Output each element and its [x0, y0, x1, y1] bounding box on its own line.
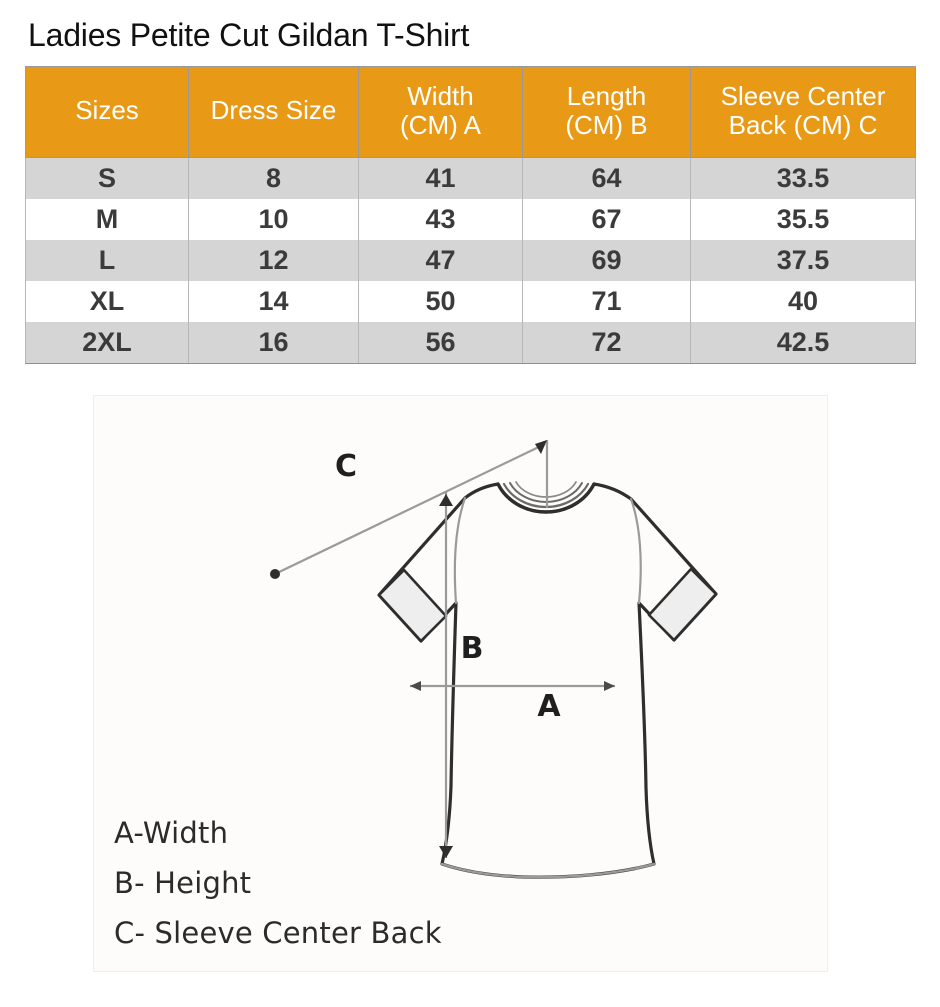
- measure-a-arrow: [410, 681, 615, 691]
- column-header-length-line1: Length: [566, 80, 647, 111]
- measurement-legend: A-Width B- Height C- Sleeve Center Back: [114, 808, 534, 958]
- right-armhole-seam: [629, 497, 642, 605]
- page-title: Ladies Petite Cut Gildan T-Shirt: [28, 17, 470, 53]
- cell-dress-size: 14: [188, 281, 359, 322]
- cell-sleeve-center-back: 42.5: [690, 322, 916, 364]
- measure-b-arrow: [439, 491, 453, 858]
- left-sleeve-cuff: [377, 568, 448, 643]
- right-sleeve-cuff: [647, 567, 718, 642]
- column-header-width-line1: Width: [407, 80, 474, 111]
- size-chart-table: Sizes Dress Size Width (CM) A Length (CM…: [25, 66, 916, 364]
- cell-width: 43: [358, 199, 523, 240]
- column-header-sizes: Sizes: [25, 66, 189, 158]
- measure-b-label: B: [461, 631, 484, 666]
- cell-sleeve-center-back: 33.5: [690, 157, 916, 199]
- cell-sleeve-center-back: 40: [690, 281, 916, 322]
- measure-c-arrowhead: [535, 440, 547, 454]
- size-chart-table-container: Sizes Dress Size Width (CM) A Length (CM…: [25, 66, 916, 364]
- cell-sleeve-center-back: 35.5: [690, 199, 916, 240]
- cell-sleeve-center-back: 37.5: [690, 240, 916, 281]
- table-row: 2XL 16 56 72 42.5: [25, 322, 916, 364]
- cell-size: L: [25, 240, 189, 281]
- column-header-width: Width (CM) A: [358, 66, 523, 158]
- cell-width: 41: [358, 157, 523, 199]
- measure-a-label: A: [537, 689, 561, 724]
- table-row: M 10 43 67 35.5: [25, 199, 916, 240]
- cell-length: 71: [522, 281, 691, 322]
- legend-item-c: C- Sleeve Center Back: [114, 916, 442, 950]
- column-header-sleeve-center-back: Sleeve Center Back (CM) C: [690, 66, 916, 158]
- tshirt-illustration-icon: [377, 481, 718, 879]
- measure-a-arrowhead-left: [410, 681, 421, 691]
- cell-dress-size: 8: [188, 157, 359, 199]
- cell-length: 72: [522, 322, 691, 364]
- column-header-width-line2: (CM) A: [400, 110, 481, 140]
- tshirt-measurement-diagram: A B C: [270, 440, 718, 879]
- bottom-hem-line: [440, 862, 656, 879]
- cell-dress-size: 12: [188, 240, 359, 281]
- measure-c-origin-dot: [270, 569, 280, 579]
- table-row: L 12 47 69 37.5: [25, 240, 916, 281]
- cell-dress-size: 16: [188, 322, 359, 364]
- cell-width: 50: [358, 281, 523, 322]
- left-armhole-seam: [453, 496, 467, 605]
- cell-width: 56: [358, 322, 523, 364]
- column-header-length: Length (CM) B: [522, 66, 691, 158]
- column-header-sleeve-line2: Back (CM) C: [728, 110, 878, 140]
- measure-a-arrowhead-right: [604, 681, 615, 691]
- cell-size: 2XL: [25, 322, 189, 364]
- column-header-dress-size: Dress Size: [188, 66, 359, 158]
- cell-size: M: [25, 199, 189, 240]
- column-header-sizes-line1: Sizes: [75, 95, 139, 126]
- cell-dress-size: 10: [188, 199, 359, 240]
- table-header-row: Sizes Dress Size Width (CM) A Length (CM…: [25, 66, 916, 158]
- cell-length: 64: [522, 157, 691, 199]
- cell-length: 67: [522, 199, 691, 240]
- measure-b-arrowhead-top: [439, 494, 453, 506]
- measure-b-arrowhead-bottom: [439, 846, 453, 858]
- legend-item-b: B- Height: [114, 866, 252, 900]
- legend-item-a: A-Width: [114, 816, 229, 850]
- measure-c-arrow: [270, 440, 549, 579]
- collar-outer: [496, 482, 596, 514]
- column-header-sleeve-line1: Sleeve Center: [720, 80, 886, 111]
- measure-c-line: [274, 443, 546, 575]
- table-row: S 8 41 64 33.5: [25, 157, 916, 199]
- tshirt-diagram-panel: A B C A-Width B- Height C- Sleeve Center…: [93, 395, 828, 972]
- cell-size: XL: [25, 281, 189, 322]
- measure-c-label: C: [335, 449, 357, 484]
- column-header-length-line2: (CM) B: [565, 110, 648, 140]
- cell-width: 47: [358, 240, 523, 281]
- column-header-dress-size-line1: Dress Size: [210, 95, 337, 126]
- cell-size: S: [25, 157, 189, 199]
- table-row: XL 14 50 71 40: [25, 281, 916, 322]
- cell-length: 69: [522, 240, 691, 281]
